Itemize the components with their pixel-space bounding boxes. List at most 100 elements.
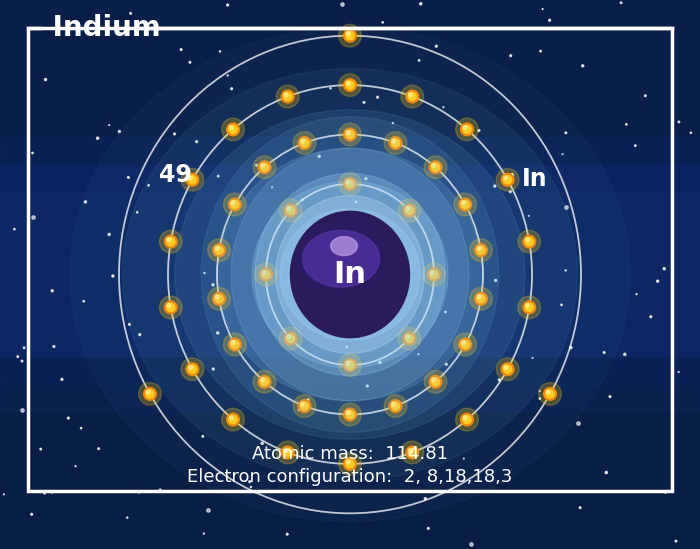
Ellipse shape: [276, 195, 424, 354]
Bar: [0, 192, 700, 357]
Point: [527, 354, 538, 362]
Point: [244, 477, 256, 486]
Point: [673, 368, 685, 377]
Ellipse shape: [454, 333, 477, 356]
Ellipse shape: [391, 402, 400, 410]
Ellipse shape: [432, 164, 435, 167]
Point: [409, 24, 420, 32]
Ellipse shape: [260, 164, 265, 167]
Ellipse shape: [346, 32, 354, 40]
Ellipse shape: [167, 304, 171, 307]
Point: [560, 128, 571, 137]
Ellipse shape: [392, 139, 396, 143]
Point: [631, 290, 642, 299]
Ellipse shape: [293, 395, 316, 417]
Ellipse shape: [229, 416, 237, 424]
Point: [176, 45, 187, 54]
Text: Electron configuration:  2, 8,18,18,3: Electron configuration: 2, 8,18,18,3: [188, 468, 512, 486]
Ellipse shape: [167, 303, 175, 311]
Ellipse shape: [260, 268, 272, 281]
Point: [490, 276, 501, 285]
Ellipse shape: [477, 247, 481, 250]
Point: [114, 127, 125, 136]
Ellipse shape: [501, 363, 514, 376]
Point: [191, 137, 202, 146]
Ellipse shape: [391, 139, 400, 147]
Ellipse shape: [298, 400, 311, 412]
Point: [430, 42, 442, 51]
Ellipse shape: [503, 365, 512, 373]
Point: [604, 392, 615, 401]
Point: [184, 58, 195, 66]
Point: [598, 348, 610, 357]
Ellipse shape: [346, 224, 354, 232]
Ellipse shape: [298, 137, 311, 149]
Ellipse shape: [461, 123, 473, 136]
Ellipse shape: [276, 441, 299, 464]
Ellipse shape: [408, 449, 416, 457]
Ellipse shape: [346, 81, 350, 85]
Point: [302, 395, 314, 404]
Point: [351, 198, 362, 206]
Ellipse shape: [139, 383, 161, 405]
Point: [0, 490, 10, 498]
Ellipse shape: [496, 169, 519, 191]
Point: [122, 513, 133, 522]
Ellipse shape: [213, 244, 225, 256]
Point: [294, 405, 305, 414]
Ellipse shape: [222, 118, 244, 141]
Ellipse shape: [346, 32, 350, 36]
Point: [132, 208, 143, 217]
Ellipse shape: [339, 216, 361, 239]
Ellipse shape: [526, 304, 529, 307]
Ellipse shape: [181, 358, 204, 380]
Ellipse shape: [228, 198, 241, 211]
Ellipse shape: [392, 402, 396, 406]
Ellipse shape: [253, 371, 276, 393]
Ellipse shape: [188, 176, 193, 180]
Ellipse shape: [344, 79, 356, 91]
Ellipse shape: [228, 338, 241, 351]
Point: [535, 47, 546, 55]
Bar: [0, 357, 700, 549]
Point: [534, 386, 545, 395]
Ellipse shape: [406, 446, 419, 459]
Ellipse shape: [463, 416, 471, 424]
Ellipse shape: [477, 295, 481, 299]
Ellipse shape: [346, 361, 354, 369]
Ellipse shape: [286, 334, 295, 343]
Point: [505, 187, 516, 196]
Point: [134, 330, 146, 339]
Point: [125, 9, 136, 18]
Ellipse shape: [424, 156, 447, 178]
Point: [640, 91, 651, 100]
Ellipse shape: [432, 378, 435, 382]
Point: [199, 268, 210, 277]
Ellipse shape: [260, 163, 269, 171]
Point: [40, 75, 51, 84]
Ellipse shape: [223, 193, 246, 216]
Ellipse shape: [477, 246, 485, 254]
Point: [16, 357, 27, 366]
Point: [537, 5, 548, 14]
Ellipse shape: [346, 460, 350, 464]
Ellipse shape: [252, 181, 448, 368]
Point: [92, 134, 103, 143]
Ellipse shape: [389, 400, 402, 412]
Ellipse shape: [456, 118, 478, 141]
Ellipse shape: [525, 238, 533, 246]
Point: [391, 267, 402, 276]
Ellipse shape: [523, 301, 536, 313]
Ellipse shape: [346, 131, 354, 138]
Point: [524, 211, 535, 220]
Ellipse shape: [262, 271, 270, 278]
Point: [341, 343, 352, 351]
Point: [441, 360, 452, 369]
Ellipse shape: [344, 128, 356, 141]
Ellipse shape: [227, 413, 239, 426]
Ellipse shape: [122, 69, 577, 480]
Ellipse shape: [215, 247, 219, 250]
Point: [565, 343, 576, 352]
Ellipse shape: [302, 231, 379, 287]
Ellipse shape: [461, 341, 466, 345]
